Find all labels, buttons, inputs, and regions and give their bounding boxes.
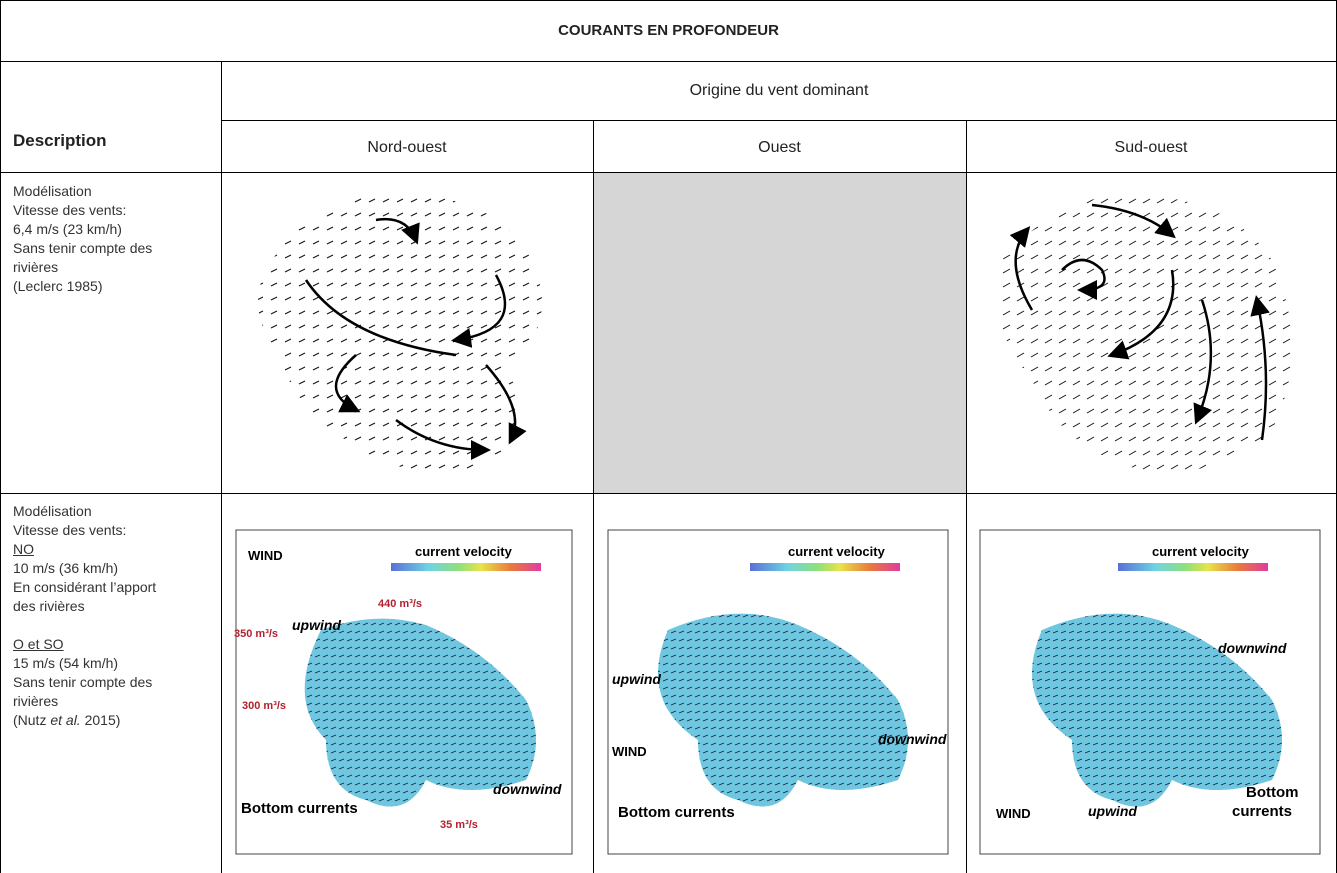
current-arrow [1061, 258, 1106, 300]
svg-text:WIND: WIND [996, 806, 1031, 821]
svg-text:Bottom currents: Bottom currents [241, 800, 358, 817]
column-header-ouest: Ouest [758, 139, 801, 156]
current-map-sud-ouest: current velocity downwind WIND upwind Bo… [972, 500, 1332, 867]
svg-text:downwind: downwind [493, 781, 562, 797]
vector-map-sud-ouest [972, 180, 1332, 488]
empty-cell-ouest [594, 173, 966, 493]
current-map-ouest: current velocity upwind WIND downwind Bo… [598, 500, 962, 867]
svg-text:upwind: upwind [292, 617, 341, 633]
current-arrow [1193, 299, 1213, 425]
row2-description: Modélisation Vitesse des vents: NO 10 m/… [13, 503, 157, 728]
current-arrow [1107, 269, 1175, 360]
current-arrow [375, 217, 420, 245]
grid-line [0, 0, 1337, 1]
svg-text:current velocity: current velocity [788, 544, 886, 559]
group-header: Origine du vent dominant [689, 82, 869, 99]
current-arrow [334, 354, 361, 413]
svg-text:downwind: downwind [878, 731, 947, 747]
svg-text:upwind: upwind [1088, 803, 1137, 819]
svg-text:current velocity: current velocity [415, 544, 513, 559]
svg-text:WIND: WIND [248, 548, 283, 563]
grid-line [221, 61, 222, 873]
svg-text:downwind: downwind [1218, 640, 1287, 656]
svg-text:350 m³/s: 350 m³/s [234, 628, 278, 640]
table-title: COURANTS EN PROFONDEUR [558, 22, 779, 39]
vector-map-nord-ouest [226, 180, 588, 488]
current-arrow [451, 274, 507, 348]
svg-text:current velocity: current velocity [1152, 544, 1250, 559]
description-header: Description [13, 131, 107, 150]
column-header-sud-ouest: Sud-ouest [1114, 139, 1188, 156]
column-header-nord-ouest: Nord-ouest [367, 139, 447, 156]
svg-text:35 m³/s: 35 m³/s [440, 819, 478, 831]
current-map-nord-ouest: current velocity WIND upwind downwind Bo… [226, 500, 588, 867]
svg-text:WIND: WIND [612, 744, 647, 759]
grid-line [593, 120, 594, 873]
current-arrow [395, 418, 491, 460]
svg-text:Bottom currents: Bottom currents [618, 804, 735, 821]
grid-line [0, 61, 1337, 62]
grid-line [0, 0, 1, 873]
current-arrow [1250, 295, 1270, 441]
current-arrow [304, 279, 457, 357]
current-arrow [485, 364, 527, 445]
grid-line [0, 493, 1337, 494]
current-arrow [1009, 226, 1034, 311]
grid-line [0, 172, 1337, 173]
grid-line [966, 120, 967, 873]
svg-text:currents: currents [1232, 803, 1292, 820]
current-arrow [1091, 203, 1176, 239]
row1-description: Modélisation Vitesse des vents: 6,4 m/s … [13, 183, 153, 294]
svg-text:upwind: upwind [612, 671, 661, 687]
grid-line [221, 120, 1337, 121]
svg-text:440 m³/s: 440 m³/s [378, 598, 422, 610]
svg-text:Bottom: Bottom [1246, 784, 1299, 801]
svg-text:300 m³/s: 300 m³/s [242, 700, 286, 712]
